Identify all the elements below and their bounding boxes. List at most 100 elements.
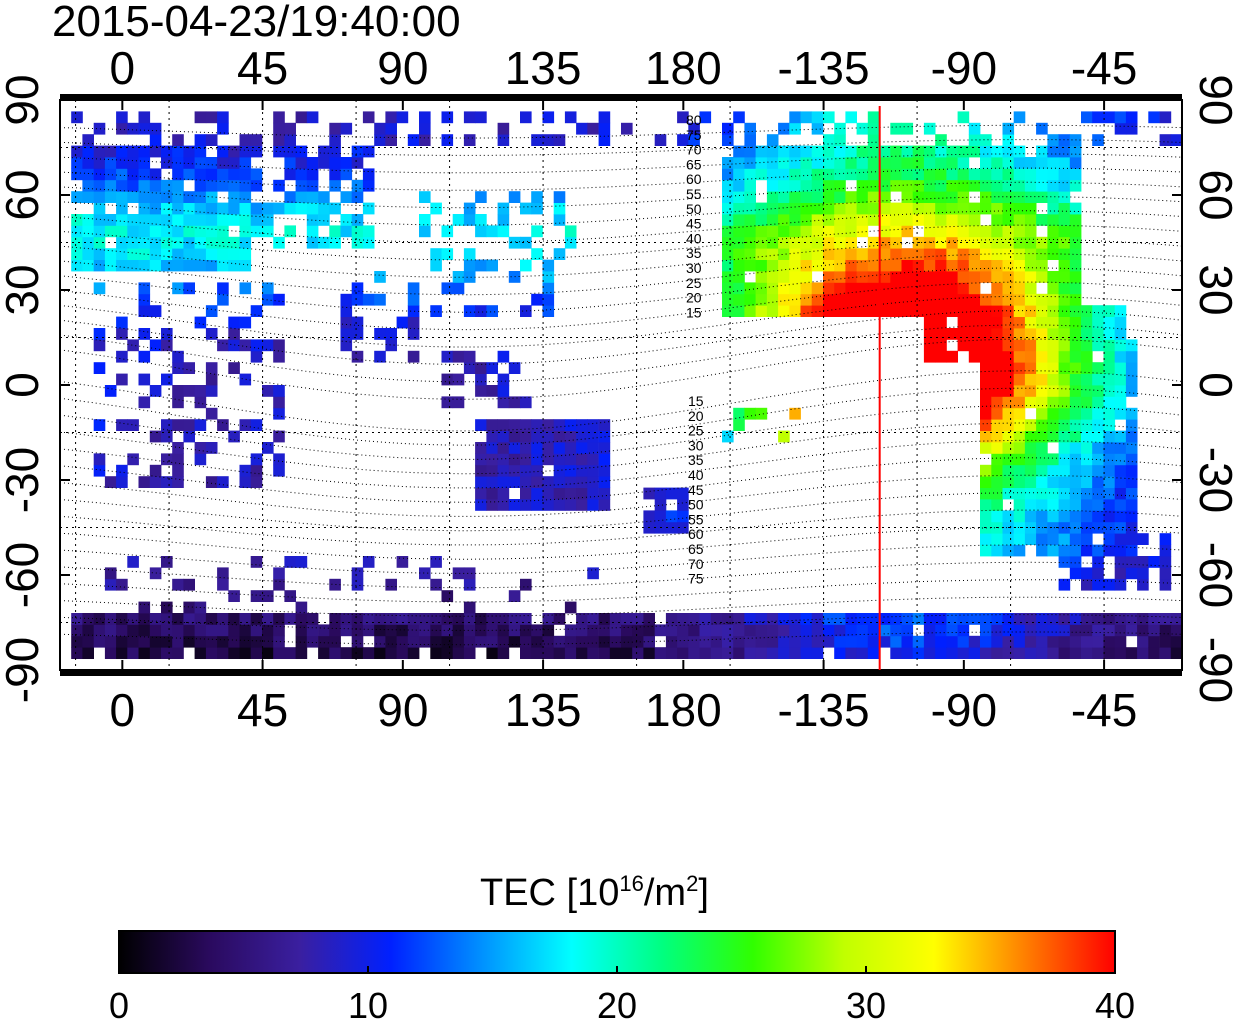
tec-cell — [228, 339, 240, 352]
tec-cell — [991, 533, 1003, 545]
tec-cell — [912, 305, 925, 317]
tec-cell — [980, 635, 992, 648]
tec-cell — [879, 214, 891, 226]
tec-cell — [318, 157, 330, 169]
tec-cell — [834, 145, 846, 158]
tec-cell — [138, 214, 151, 226]
tec-cell — [789, 202, 801, 215]
tec-cell — [542, 134, 555, 146]
tec-cell — [923, 328, 936, 340]
tec-cell — [744, 225, 756, 238]
tec-cell — [329, 578, 341, 591]
tec-cell — [441, 225, 454, 238]
tec-cell — [1069, 476, 1082, 488]
tec-cell — [1114, 476, 1127, 488]
tec-cell — [733, 168, 745, 181]
tec-cell — [587, 624, 599, 637]
tec-cell — [946, 635, 958, 648]
tec-cell — [901, 202, 914, 215]
tec-cell — [1036, 168, 1048, 181]
tec-cell — [161, 248, 173, 260]
tec-cell — [901, 647, 914, 659]
colorbar-tick-label: 0 — [109, 985, 129, 1021]
tec-cell — [1002, 544, 1015, 557]
tec-cell — [901, 157, 914, 169]
tec-cell — [362, 293, 375, 306]
tec-cell — [250, 419, 263, 431]
tec-cell — [823, 635, 835, 648]
tec-cell — [1081, 476, 1093, 488]
tec-cell — [665, 635, 678, 648]
tec-cell — [879, 613, 891, 625]
tec-cell — [834, 179, 846, 192]
tec-cell — [912, 282, 925, 295]
tec-cell — [542, 499, 555, 511]
tec-cell — [1002, 464, 1015, 477]
tec-cell — [946, 647, 958, 659]
tec-cell — [463, 134, 476, 146]
tec-cell — [1069, 430, 1082, 443]
tec-cell — [116, 191, 128, 203]
tec-cell — [351, 635, 364, 648]
tec-cell — [452, 396, 465, 409]
tec-cell — [1058, 157, 1071, 169]
tec-cell — [789, 407, 801, 420]
tec-cell — [127, 613, 139, 625]
tec-cell — [823, 624, 835, 637]
tec-cell — [1024, 442, 1037, 454]
tec-cell — [362, 202, 375, 215]
tec-cell — [643, 624, 655, 637]
tec-cell — [1159, 635, 1172, 648]
tec-cell — [531, 499, 543, 511]
timestamp-title: 2015-04-23/19:40:00 — [52, 0, 461, 46]
tec-cell — [82, 214, 94, 226]
tec-cell — [1024, 533, 1037, 545]
tec-cell — [621, 635, 633, 648]
tec-cell — [654, 647, 667, 659]
tec-cell — [340, 647, 353, 659]
tec-cell — [250, 214, 263, 226]
tec-cell — [329, 202, 341, 215]
tec-cell — [104, 647, 117, 659]
tec-cell — [531, 476, 543, 488]
tec-cell — [564, 647, 577, 659]
tec-cell — [419, 214, 431, 226]
tec-cell — [553, 464, 566, 477]
tec-cell — [867, 624, 880, 637]
tec-cell — [497, 647, 510, 659]
tec-cell — [980, 510, 992, 523]
tec-cell — [205, 111, 218, 124]
tec-cell — [127, 168, 139, 181]
tec-cell — [1047, 202, 1059, 215]
tec-cell — [1047, 168, 1059, 181]
tec-cell — [138, 305, 151, 317]
tec-cell — [385, 339, 397, 352]
tec-cell — [766, 305, 779, 317]
tec-cell — [755, 647, 768, 659]
tec-cell — [138, 157, 151, 169]
tec-cell — [1024, 350, 1037, 363]
tec-cell — [161, 430, 173, 443]
tec-cell — [946, 350, 958, 363]
tec-cell — [856, 259, 869, 272]
tec-cell — [1013, 214, 1026, 226]
tec-cell — [127, 453, 139, 466]
tec-cell — [789, 248, 801, 260]
tec-cell — [520, 635, 532, 648]
tec-cell — [643, 647, 655, 659]
tec-cell — [1114, 647, 1127, 659]
tec-cell — [104, 613, 117, 625]
tec-cell — [789, 157, 801, 169]
tec-cell — [127, 214, 139, 226]
tec-cell — [587, 442, 599, 454]
tec-cell — [890, 214, 902, 226]
tec-cell — [1047, 647, 1059, 659]
tec-cell — [396, 111, 409, 124]
tec-cell — [542, 293, 555, 306]
tec-cell — [520, 305, 532, 317]
tec-cell — [923, 271, 936, 283]
tec-cell — [923, 613, 936, 625]
tec-cell — [1092, 430, 1104, 443]
tec-cell — [217, 567, 229, 580]
